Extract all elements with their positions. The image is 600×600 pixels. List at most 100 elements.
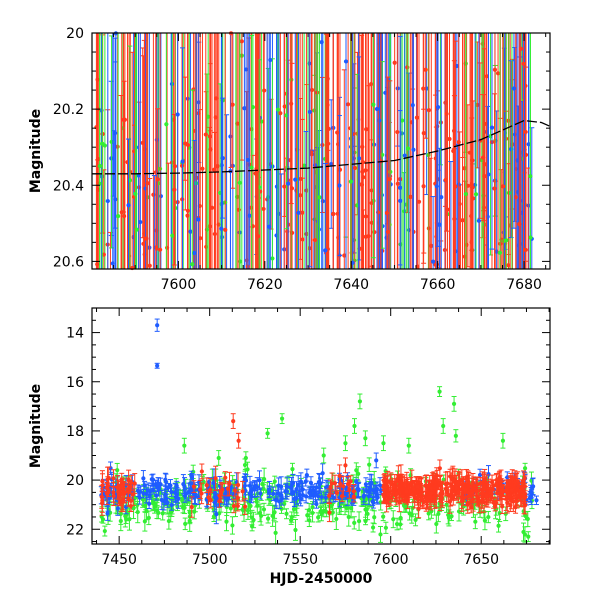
green-data-point [293,527,298,533]
blue-data-point [163,479,169,484]
red-data-point [426,108,431,113]
blue-data-point [279,496,285,501]
red-data-point [212,167,217,172]
green-data-point [354,203,360,208]
green-data-point [523,513,528,519]
blue-data-point [371,500,376,505]
blue-data-point [155,481,161,486]
model-curve [92,119,551,175]
green-data-point [372,515,377,520]
red-data-point [155,177,160,182]
blue-data-point [252,486,257,492]
blue-data-point [296,210,301,215]
blue-data-point [437,222,442,227]
blue-data-point [223,491,228,496]
x-tick-label: 7640 [333,277,369,293]
blue-data-point [367,481,373,486]
red-data-point [198,236,203,241]
green-data-point [310,505,315,510]
green-data-point [237,180,242,185]
green-data-point [102,528,107,534]
green-data-point [497,250,503,255]
blue-data-point [266,488,272,493]
green-data-point [370,525,376,530]
blue-data-point [141,491,146,496]
red-data-point [320,142,325,148]
red-data-point [443,177,448,183]
green-data-point [242,462,248,468]
blue-data-point [268,57,273,63]
green-data-point [463,191,468,197]
red-data-point [215,164,220,169]
blue-data-point [297,492,302,498]
green-data-point [272,510,277,515]
green-data-point [367,462,372,467]
red-data-point [122,214,127,219]
blue-data-point [292,497,297,502]
green-data-point [272,479,277,484]
red-data-point [147,263,152,268]
red-data-point [278,111,283,116]
blue-data-point [180,159,185,164]
y-tick-label: 20 [66,26,84,42]
blue-data-point [308,480,314,485]
red-data-point [408,194,413,200]
red-data-point [500,184,506,189]
green-data-point [444,502,449,507]
red-data-point [347,487,352,492]
blue-data-point [212,490,217,496]
green-data-point [330,510,335,515]
green-data-point [182,505,187,510]
green-data-point [268,498,273,503]
green-data-point [407,511,412,516]
blue-data-point [271,491,276,496]
red-data-point [434,234,439,239]
red-data-point [337,167,343,172]
blue-data-point [220,156,225,161]
blue-data-point [323,248,328,253]
green-data-point [118,518,123,524]
red-data-point [341,484,346,489]
blue-data-point [431,259,436,264]
green-data-point [180,498,185,503]
red-data-point [141,241,146,246]
blue-data-point [113,131,118,136]
red-data-point [414,115,420,120]
green-data-point [284,113,289,118]
green-data-point [426,511,431,516]
blue-data-point [357,156,362,161]
blue-data-point [168,483,173,488]
blue-data-point [373,490,378,495]
blue-data-point [286,181,291,186]
blue-data-point [169,502,174,508]
blue-data-point [196,217,201,222]
red-data-point [240,489,245,494]
green-data-point [321,508,326,513]
green-data-point [381,514,386,519]
blue-data-point [298,479,303,484]
green-data-point [289,514,294,520]
blue-data-point [193,492,198,497]
green-data-point [486,514,491,520]
blue-data-point [242,484,247,489]
red-data-point [145,181,150,186]
red-data-point [206,495,211,500]
green-data-point [352,520,357,525]
blue-data-point [411,147,416,152]
red-data-point [447,136,452,142]
red-data-point [191,484,197,489]
red-data-point [122,490,127,495]
blue-data-point [149,477,154,482]
green-data-point [143,497,148,502]
red-data-point [363,234,368,239]
red-data-point [332,481,338,486]
red-data-point [172,187,177,192]
blue-data-point [378,488,384,493]
blue-data-point [138,489,143,494]
red-data-point [456,140,461,145]
green-data-point [230,523,235,528]
red-data-point [523,247,528,253]
red-data-point [235,503,240,509]
red-data-point [300,210,305,215]
red-data-point [349,250,354,255]
